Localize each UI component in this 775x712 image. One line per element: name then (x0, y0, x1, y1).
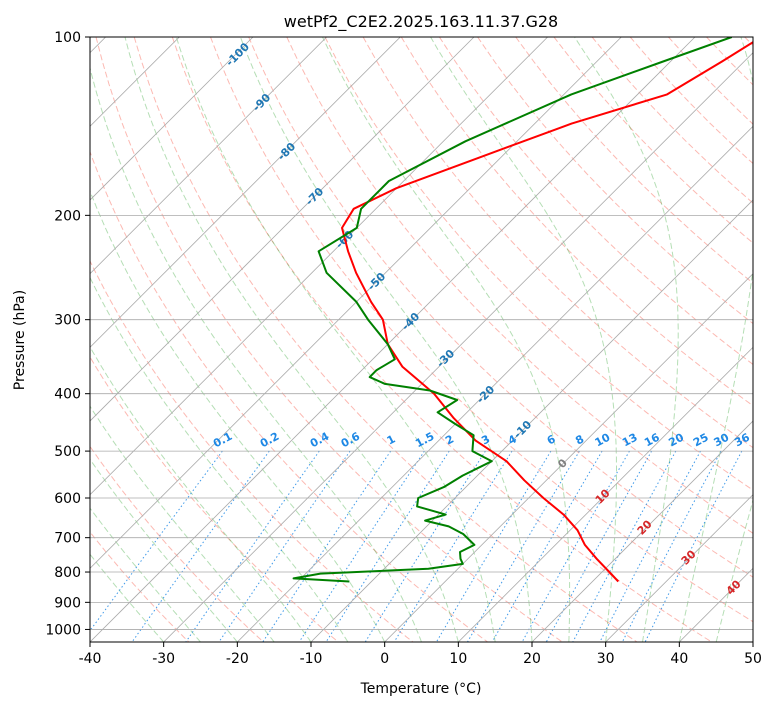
x-tick-label: 20 (523, 651, 541, 667)
x-tick-label: -20 (226, 651, 249, 667)
y-tick-label: 200 (54, 208, 81, 224)
x-tick-label: 0 (380, 651, 389, 667)
y-tick-label: 500 (54, 444, 81, 460)
x-tick-label: -10 (300, 651, 323, 667)
x-tick-label: 30 (597, 651, 615, 667)
y-tick-label: 400 (54, 387, 81, 403)
x-tick-label: -40 (79, 651, 102, 667)
y-tick-label: 300 (54, 313, 81, 329)
chart-title: wetPf2_C2E2.2025.163.11.37.G28 (284, 12, 558, 32)
y-tick-label: 900 (54, 595, 81, 611)
x-tick-label: -30 (152, 651, 175, 667)
x-tick-label: 40 (670, 651, 688, 667)
y-axis-label: Pressure (hPa) (12, 290, 28, 390)
x-tick-label: 10 (449, 651, 467, 667)
x-tick-label: 50 (744, 651, 762, 667)
y-tick-label: 1000 (45, 622, 81, 638)
y-tick-label: 600 (54, 491, 81, 507)
y-tick-label: 100 (54, 30, 81, 46)
y-tick-label: 800 (54, 565, 81, 581)
x-axis-label: Temperature (°C) (360, 681, 482, 697)
y-tick-label: 700 (54, 531, 81, 547)
